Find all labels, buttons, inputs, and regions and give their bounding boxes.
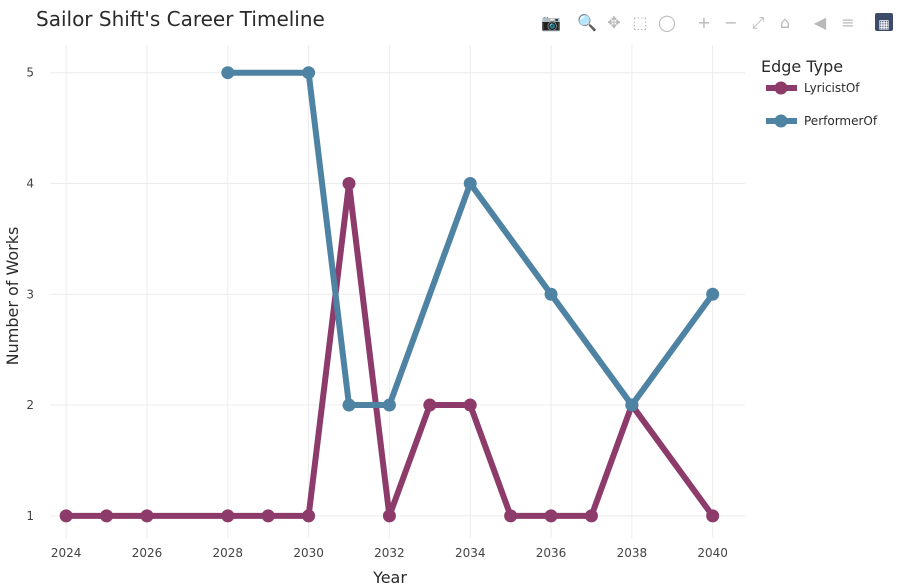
box-select-icon-glyph: ⬚ [632, 13, 647, 32]
x-tick-label: 2036 [536, 546, 567, 560]
data-point[interactable] [423, 398, 437, 412]
data-point[interactable] [221, 509, 235, 523]
x-tick-label: 2028 [213, 546, 244, 560]
legend-item-performerof[interactable]: PerformerOf [766, 114, 878, 128]
x-tick-label: 2026 [132, 546, 163, 560]
data-point[interactable] [342, 176, 356, 190]
x-tick-label: 2034 [455, 546, 486, 560]
data-point[interactable] [504, 509, 518, 523]
data-point[interactable] [302, 509, 316, 523]
series-line [224, 69, 716, 409]
y-tick-label: 5 [26, 66, 34, 80]
zoom-icon-glyph: 🔍 [577, 12, 597, 32]
data-point[interactable] [463, 176, 477, 190]
zoom-in-icon-glyph: + [697, 13, 710, 32]
x-axis-title: Year [372, 568, 407, 586]
spike-lines-icon-glyph: ◀ [814, 13, 827, 32]
lasso-select-icon[interactable]: ◯ [658, 13, 676, 32]
camera-icon-glyph: 📷 [541, 13, 561, 32]
plot-series [59, 66, 720, 523]
camera-icon[interactable]: 📷 [541, 13, 561, 32]
data-point[interactable] [463, 398, 477, 412]
y-tick-label: 4 [26, 176, 34, 190]
plotly-logo-icon-glyph: ▦ [878, 17, 889, 31]
legend-swatch-marker [774, 81, 788, 95]
x-tick-label: 2030 [293, 546, 324, 560]
y-tick-label: 1 [26, 509, 34, 523]
data-point[interactable] [706, 287, 720, 301]
data-point[interactable] [382, 398, 396, 412]
pan-icon[interactable]: ✥ [607, 13, 620, 32]
data-point[interactable] [625, 398, 639, 412]
spike-lines-icon[interactable]: ◀ [814, 13, 827, 32]
legend-label: LyricistOf [804, 81, 860, 95]
autoscale-icon[interactable]: ⤢ [752, 13, 765, 32]
y-tick-label: 2 [26, 398, 34, 412]
series-performerof [221, 66, 720, 412]
autoscale-icon-glyph: ⤢ [752, 13, 765, 32]
legend-swatch-marker [774, 114, 788, 128]
y-axis-ticks: 1 2 3 4 5 [26, 66, 34, 523]
reset-axes-icon[interactable]: ⌂ [780, 13, 790, 32]
lasso-select-icon-glyph: ◯ [658, 13, 676, 32]
data-point[interactable] [584, 509, 598, 523]
x-tick-label: 2040 [697, 546, 728, 560]
pan-icon-glyph: ✥ [607, 13, 620, 32]
data-point[interactable] [59, 509, 73, 523]
grid [50, 45, 745, 538]
reset-axes-icon-glyph: ⌂ [780, 13, 790, 32]
x-tick-label: 2032 [374, 546, 405, 560]
legend: LyricistOf PerformerOf [766, 81, 878, 128]
data-point[interactable] [544, 287, 558, 301]
chart-title: Sailor Shift's Career Timeline [36, 7, 325, 31]
data-point[interactable] [342, 398, 356, 412]
data-point[interactable] [382, 509, 396, 523]
data-point[interactable] [100, 509, 114, 523]
plotly-logo-bg [875, 13, 893, 31]
zoom-out-icon[interactable]: − [724, 13, 737, 32]
y-axis-title: Number of Works [3, 227, 22, 366]
data-point[interactable] [302, 66, 316, 80]
zoom-out-icon-glyph: − [724, 13, 737, 32]
x-tick-label: 2038 [617, 546, 648, 560]
data-point[interactable] [544, 509, 558, 523]
x-axis-ticks: 2024 2026 2028 2030 2032 2034 2036 2038 2040 [51, 546, 728, 560]
data-point[interactable] [261, 509, 275, 523]
x-tick-label: 2024 [51, 546, 82, 560]
data-point[interactable] [221, 66, 235, 80]
modebar: 📷 🔍 ✥ ⬚ ◯ + − ⤢ ⌂ ◀ ≡ ▦ [541, 12, 893, 32]
legend-item-lyricistof[interactable]: LyricistOf [766, 81, 860, 95]
y-tick-label: 3 [26, 287, 34, 301]
zoom-icon[interactable]: 🔍 [577, 12, 597, 32]
data-point[interactable] [140, 509, 154, 523]
compare-hover-icon[interactable]: ≡ [841, 13, 854, 32]
legend-title: Edge Type [761, 57, 843, 76]
plotly-logo-icon[interactable]: ▦ [875, 13, 893, 31]
data-point[interactable] [706, 509, 720, 523]
legend-label: PerformerOf [804, 114, 878, 128]
box-select-icon[interactable]: ⬚ [632, 13, 647, 32]
compare-hover-icon-glyph: ≡ [841, 13, 854, 32]
zoom-in-icon[interactable]: + [697, 13, 710, 32]
